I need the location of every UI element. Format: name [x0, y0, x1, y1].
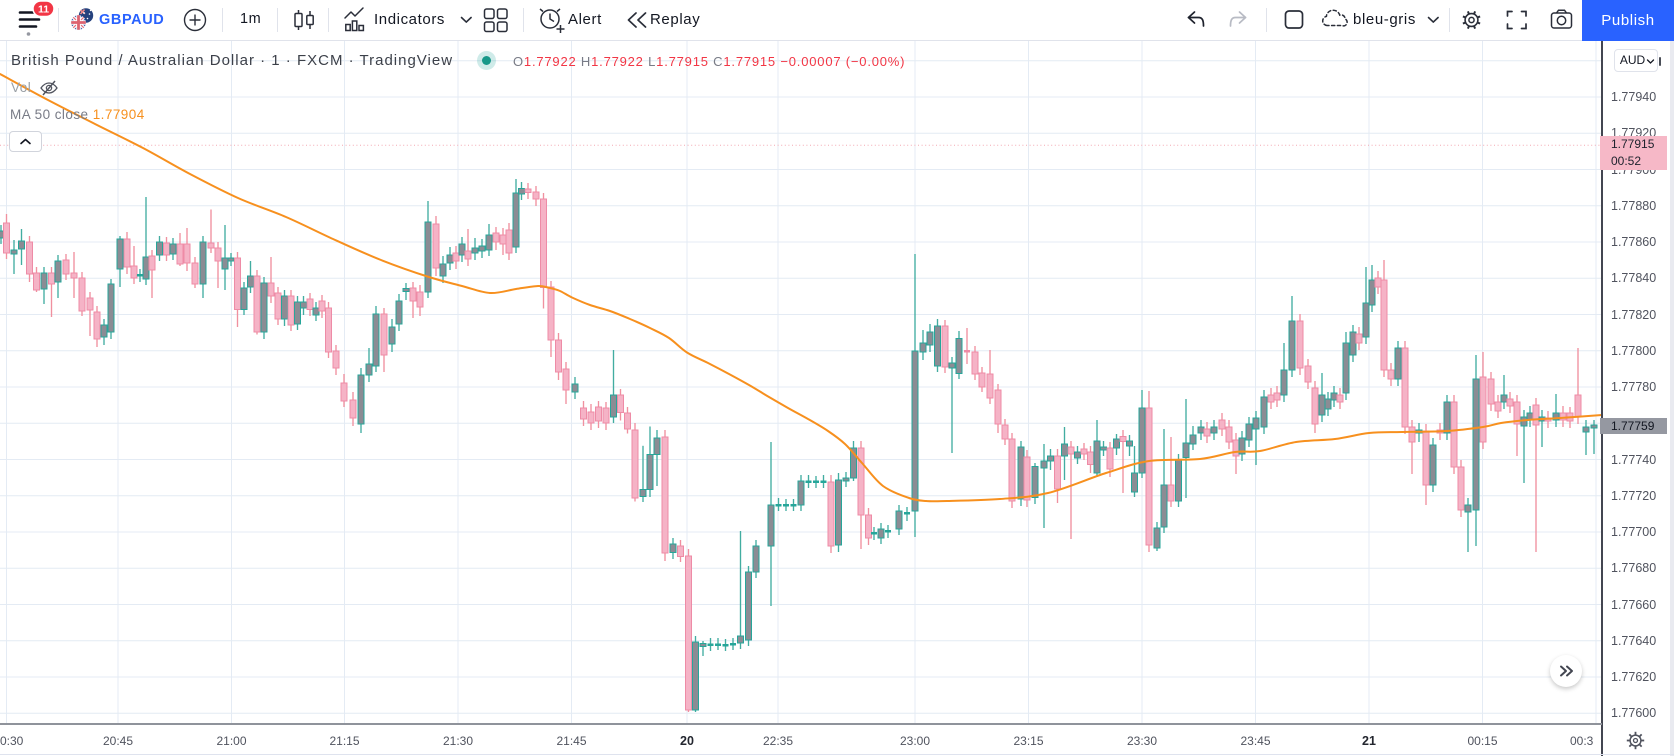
svg-text:11: 11 [38, 4, 49, 16]
